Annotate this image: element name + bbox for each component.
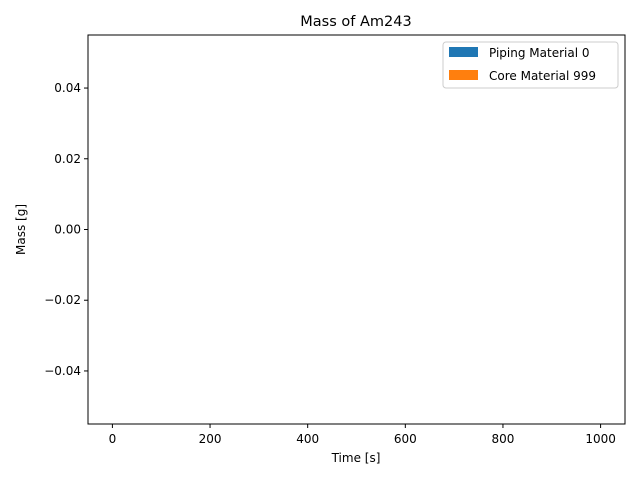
plot-area <box>87 34 626 425</box>
x-axis-label: Time [s] <box>331 451 381 465</box>
plot-frame <box>87 34 626 425</box>
legend-label-core-material-999: Core Material 999 <box>489 69 596 83</box>
x-tick-label: 0 <box>109 432 117 446</box>
x-axis: 0 200 400 600 800 1000 <box>109 424 616 446</box>
y-tick-label: −0.04 <box>44 364 81 378</box>
x-tick-label: 200 <box>199 432 222 446</box>
x-tick-label: 600 <box>394 432 417 446</box>
legend-label-piping-material-0: Piping Material 0 <box>489 46 590 60</box>
y-tick-label: 0.00 <box>54 223 81 237</box>
x-tick-label: 400 <box>296 432 319 446</box>
x-tick-label: 800 <box>492 432 515 446</box>
legend-swatch-piping-material-0 <box>449 47 478 57</box>
legend: Piping Material 0 Core Material 999 <box>442 41 619 89</box>
y-tick-label: 0.02 <box>54 152 81 166</box>
legend-swatch-core-material-999 <box>449 70 478 80</box>
y-tick-label: −0.02 <box>44 293 81 307</box>
chart-title: Mass of Am243 <box>300 14 411 30</box>
y-tick-label: 0.04 <box>54 81 81 95</box>
y-axis-label: Mass [g] <box>14 204 28 255</box>
legend-box <box>442 41 619 89</box>
y-axis: −0.04 −0.02 0.00 0.02 0.04 <box>44 81 88 378</box>
x-tick-label: 1000 <box>585 432 616 446</box>
